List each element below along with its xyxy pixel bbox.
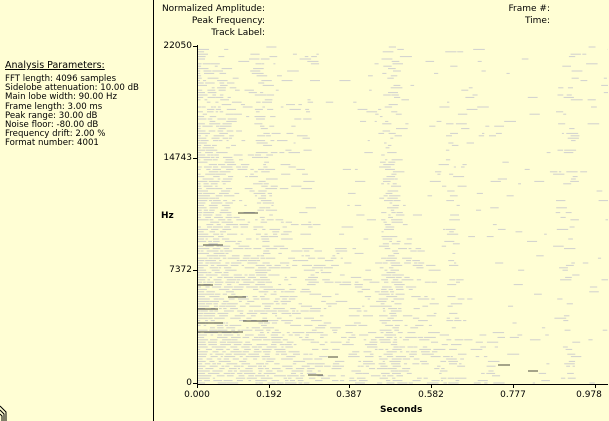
y-tick-label-14743: 14743 [163,153,192,163]
y-tick-mark [193,158,197,159]
y-tick-mark [193,383,197,384]
x-tick-mark [513,384,514,388]
x-tick-label-4: 0.777 [500,390,526,400]
y-tick-label-22050: 22050 [163,41,192,51]
spectral-partials [198,46,608,384]
x-tick-label-1: 0.192 [256,390,282,400]
x-tick-label-3: 0.582 [418,390,444,400]
peak-tracks [198,212,538,376]
y-tick-mark [193,270,197,271]
x-tick-mark [197,384,198,388]
resize-grip-icon[interactable] [0,402,10,421]
x-tick-mark [595,384,596,388]
x-tick-mark [349,384,350,388]
y-axis-title: Hz [161,211,174,221]
param-fft-length: FFT length: 4096 samples [5,74,117,84]
param-format-number: Format number: 4001 [5,138,99,149]
track-label-label: Track Label: [211,28,265,38]
time-label: Time: [524,16,550,26]
y-tick-label-7372: 7372 [169,265,192,275]
param-frame-length: Frame length: 3.00 ms [5,101,103,112]
analysis-parameters-panel: Analysis Parameters: FFT length: 4096 sa… [0,0,154,421]
x-tick-label-5: 0.978 [576,390,602,400]
param-main-lobe-width: Main lobe width: 90.00 Hz [5,92,117,103]
x-tick-label-2: 0.387 [336,390,362,400]
param-peak-range: Peak range: 30.00 dB [5,110,98,121]
frame-number-label: Frame #: [508,4,550,14]
analysis-parameters-list: FFT length: 4096 samples Sidelobe attenu… [5,74,139,149]
x-axis-title: Seconds [380,405,423,415]
x-tick-mark [269,384,270,388]
param-sidelobe-attenuation: Sidelobe attenuation: 10.00 dB [5,83,139,94]
peak-frequency-label: Peak Frequency: [191,16,265,26]
y-tick-mark [193,46,197,47]
param-noise-floor: Noise floor: -80.00 dB [5,120,99,131]
spectrogram-plot[interactable] [197,45,608,385]
x-tick-label-0: 0.000 [184,390,210,400]
analysis-parameters-title: Analysis Parameters: [5,60,105,71]
spectrogram-canvas [198,46,608,384]
x-tick-mark [431,384,432,388]
normalized-amplitude-label: Normalized Amplitude: [161,4,265,14]
y-tick-label-0: 0 [186,378,192,388]
param-frequency-drift: Frequency drift: 2.00 % [5,129,106,140]
